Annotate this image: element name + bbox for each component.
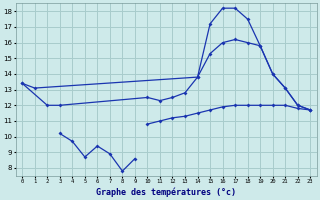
X-axis label: Graphe des températures (°c): Graphe des températures (°c) [96,187,236,197]
